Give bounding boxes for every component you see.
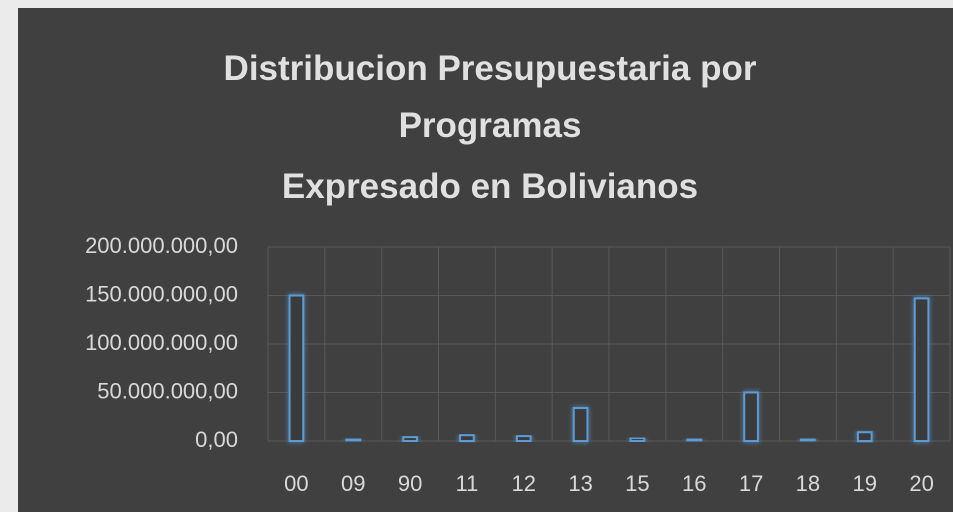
bar: [345, 438, 362, 442]
x-tick-label: 00: [284, 471, 308, 496]
bar: [743, 391, 759, 442]
x-tick-label: 18: [796, 471, 820, 496]
y-tick-label: 200.000.000,00: [85, 233, 238, 258]
chart-panel: [18, 8, 953, 512]
x-tick-label: 16: [682, 471, 706, 496]
x-tick-label: 15: [625, 471, 649, 496]
bar: [572, 407, 589, 442]
y-tick-label: 0,00: [195, 427, 238, 452]
y-tick-label: 100.000.000,00: [85, 330, 238, 355]
bar: [856, 431, 873, 442]
bar: [686, 438, 703, 442]
bar: [288, 294, 305, 442]
x-tick-label: 19: [853, 471, 877, 496]
y-tick-label: 50.000.000,00: [97, 378, 238, 403]
title-block: Distribucion Presupuestaria por Programa…: [140, 40, 840, 215]
x-tick-label: 11: [455, 471, 478, 496]
y-tick-label: 150.000.000,00: [85, 281, 238, 306]
bar: [402, 436, 418, 442]
bar: [629, 437, 646, 442]
x-tick-label: 17: [739, 471, 763, 496]
x-tick-label: 20: [909, 471, 933, 496]
chart-title: Distribucion Presupuestaria por Programa…: [223, 49, 757, 145]
bar: [459, 434, 475, 442]
x-tick-label: 09: [341, 471, 365, 496]
bar: [515, 435, 532, 442]
x-tick-label: 12: [512, 471, 536, 496]
x-tick-label: 13: [568, 471, 592, 496]
x-tick-label: 90: [398, 471, 422, 496]
chart-subtitle: Expresado en Bolivianos: [281, 167, 699, 206]
bar: [913, 297, 930, 442]
bar: [800, 438, 816, 442]
